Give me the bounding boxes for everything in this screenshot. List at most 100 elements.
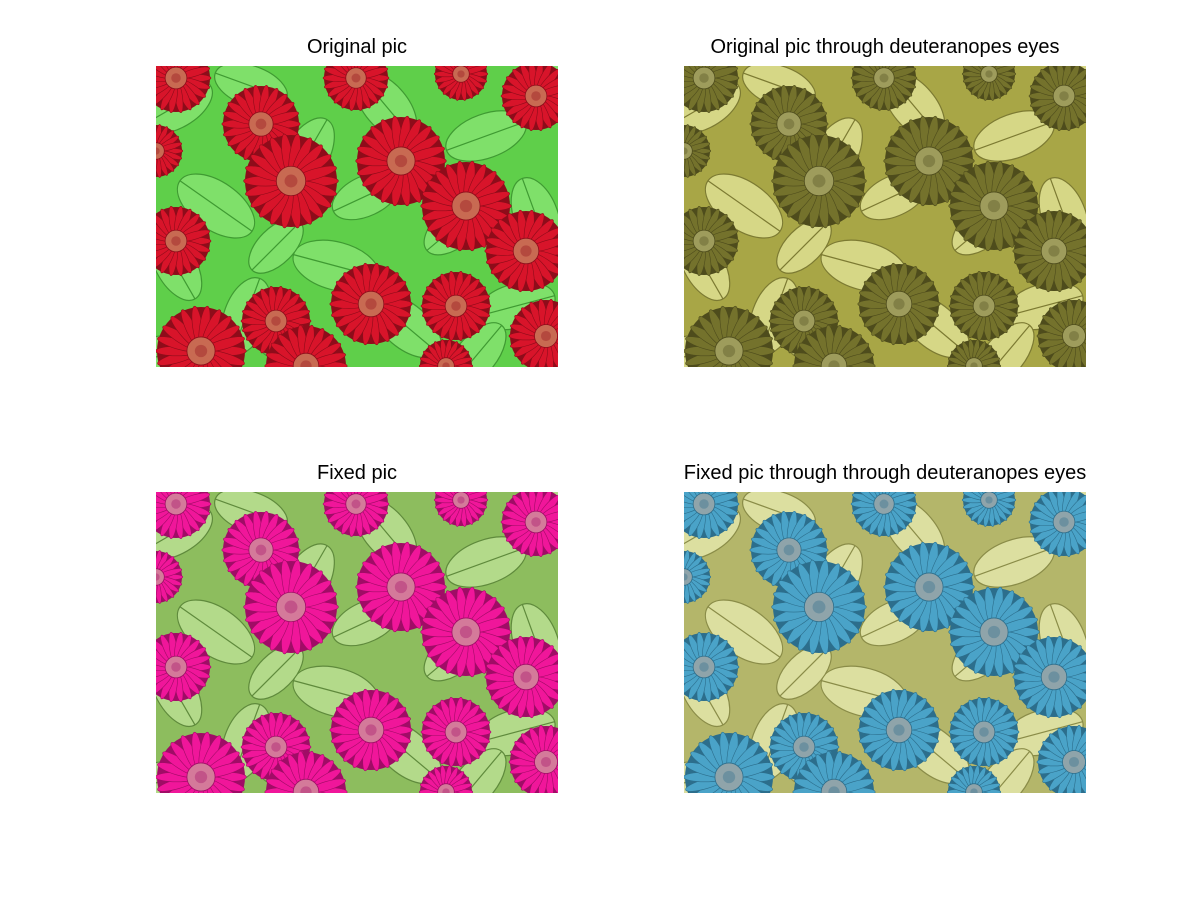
flower-center [451, 191, 481, 221]
flower-center [264, 309, 288, 333]
flower [500, 492, 558, 557]
flower-center [345, 493, 367, 515]
flower-petal [684, 578, 686, 604]
flower [850, 492, 918, 537]
flower-center-core [271, 742, 281, 752]
flower-center-core [300, 360, 312, 367]
flower [329, 262, 413, 346]
flower [684, 124, 712, 178]
flower-center-core [156, 147, 160, 155]
flower [883, 115, 975, 207]
flower-center-core [1068, 330, 1080, 342]
panel-original-deuteranope: Original pic through deuteranopes eyes [684, 36, 1086, 376]
flower-center [1040, 663, 1068, 691]
flower [156, 731, 247, 793]
flower-image-fixed [156, 492, 558, 793]
panel-title: Fixed pic through through deuteranopes e… [683, 462, 1087, 484]
leaf-vein [1005, 721, 1083, 743]
flower [684, 632, 740, 702]
flower [156, 492, 212, 539]
leaf-vein [707, 606, 781, 658]
flower-center [264, 735, 288, 759]
flower-center-core [255, 118, 267, 130]
flower-center [980, 66, 998, 83]
flower [946, 765, 1002, 793]
flower-center [437, 783, 455, 793]
leaf-vein [179, 180, 253, 232]
leaf-vein [446, 121, 526, 151]
flower-petal [156, 152, 158, 178]
flower-center [248, 111, 274, 137]
flower-center-core [893, 724, 905, 736]
leaf [973, 748, 1035, 793]
flower-center [803, 165, 835, 197]
flower-center [692, 492, 716, 516]
leaf-vein [779, 221, 829, 271]
flower-center [873, 67, 895, 89]
panel-original: Original pic [156, 36, 558, 376]
flower [484, 209, 558, 293]
flower [433, 492, 489, 527]
flower [771, 559, 867, 655]
flower-center-core [799, 742, 809, 752]
leaf-vein [974, 547, 1054, 577]
flower [156, 66, 212, 113]
flower-center-core [255, 544, 267, 556]
flower-center-core [987, 199, 1001, 213]
flower-center-core [684, 573, 688, 581]
flower-center-core [531, 91, 541, 101]
flower-center-core [812, 174, 826, 188]
flower-center-core [284, 174, 298, 188]
flower-center-core [699, 236, 709, 246]
flower-center-core [699, 73, 709, 83]
panel-title: Fixed pic [316, 462, 398, 484]
flower-center [186, 762, 216, 792]
flower-center [357, 716, 385, 744]
flower [1036, 298, 1086, 367]
flower-center [452, 66, 470, 83]
flower-center-core [451, 301, 461, 311]
leaf [445, 110, 527, 162]
flower [1036, 724, 1086, 793]
flower-center-core [879, 499, 889, 509]
flower-center-core [828, 360, 840, 367]
flower-center [156, 142, 165, 160]
flower-center-core [171, 73, 181, 83]
flower-center-core [812, 600, 826, 614]
flower-center-core [1059, 517, 1069, 527]
leaf-vein [977, 324, 1031, 367]
flower [243, 133, 339, 229]
flower-center-core [451, 727, 461, 737]
flower-center [292, 352, 320, 367]
flower-center [885, 716, 913, 744]
flower [961, 66, 1017, 101]
leaf-vein [251, 647, 301, 697]
flower [500, 66, 558, 131]
flower [264, 750, 348, 793]
flower-center [164, 66, 188, 90]
flower-center-core [520, 671, 532, 683]
flower [156, 305, 247, 367]
flower-center [186, 336, 216, 366]
flower [857, 688, 941, 772]
flower [749, 510, 829, 590]
flower [1012, 209, 1086, 293]
flower-center [692, 655, 716, 679]
leaf [248, 644, 304, 700]
leaf-vein [449, 324, 503, 367]
flower-center [979, 191, 1009, 221]
flower-center-core [985, 496, 993, 504]
panel-fixed-deuteranope: Fixed pic through through deuteranopes e… [684, 462, 1086, 802]
flower-center-core [879, 73, 889, 83]
flower-center [386, 572, 416, 602]
flower-center [873, 493, 895, 515]
flower [355, 115, 447, 207]
flower [1012, 635, 1086, 719]
flower-image-fixed-deuteranope [684, 492, 1086, 793]
flower-center [164, 492, 188, 516]
flower-center-core [987, 625, 1001, 639]
flower-center-core [979, 301, 989, 311]
flower-center [1040, 237, 1068, 265]
flower-center [776, 537, 802, 563]
flower [857, 262, 941, 346]
